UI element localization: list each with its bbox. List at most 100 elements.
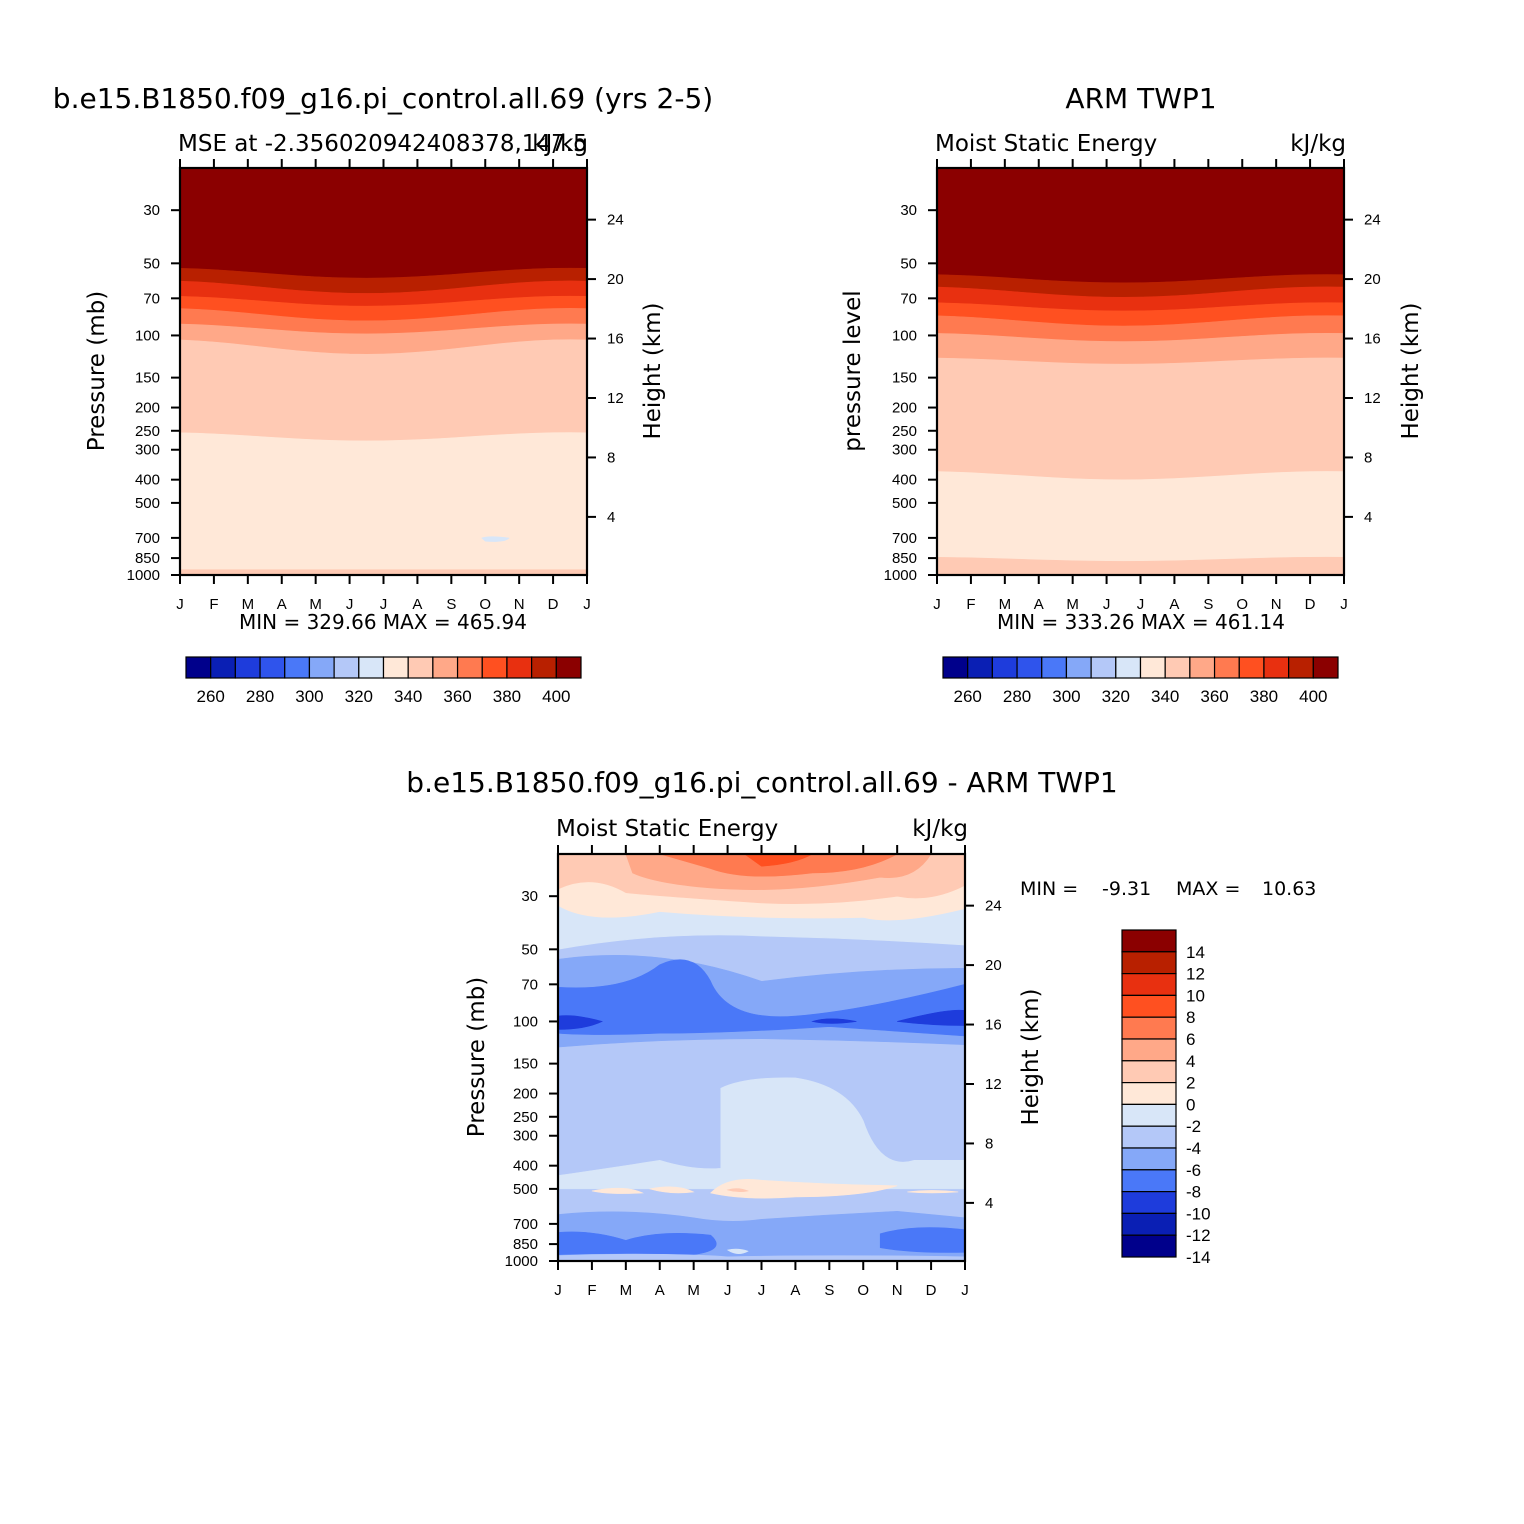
colorbar-box [555, 656, 582, 679]
colorbar-label: 260 [954, 687, 982, 706]
x-tick-label: F [966, 596, 975, 613]
y-right-tick-label: 8 [985, 1135, 993, 1152]
y-tick-label: 300 [135, 442, 160, 459]
x-tick-label: F [587, 1282, 596, 1299]
colorbar-label: -12 [1186, 1226, 1211, 1245]
y-tick-label: 200 [892, 400, 917, 417]
contour-band [179, 339, 588, 442]
x-tick-label: A [655, 1282, 665, 1299]
y-tick-label: 30 [143, 202, 160, 219]
y-axis-right-label: Height (km) [1018, 988, 1044, 1125]
y-axis-label: pressure level [840, 290, 866, 451]
colorbar-label: 8 [1186, 1008, 1195, 1027]
y-tick-label: 30 [521, 888, 538, 905]
panel-title: b.e15.B1850.f09_g16.pi_control.all.69 (y… [53, 82, 713, 115]
y-tick-label: 200 [135, 400, 160, 417]
y-tick-label: 500 [513, 1181, 538, 1198]
y-right-tick-label: 4 [985, 1195, 993, 1212]
colorbar-box [1115, 656, 1142, 679]
y-tick-label: 250 [513, 1109, 538, 1126]
contour-region [811, 1018, 857, 1024]
colorbar-label: 280 [1003, 687, 1031, 706]
colorbar-box [407, 656, 434, 679]
panel-obs: ARM TWP1 Moist Static Energy kJ/kg 30 50 7… [840, 82, 1424, 706]
colorbar-box [259, 656, 286, 679]
y-tick-label: 850 [513, 1236, 538, 1253]
colorbar-box [1139, 656, 1166, 679]
colorbar-label: 4 [1186, 1052, 1195, 1071]
y-tick-label: 50 [521, 941, 538, 958]
colorbar-label: -8 [1186, 1183, 1201, 1202]
contour-region [557, 1077, 966, 1190]
panel-model: b.e15.B1850.f09_g16.pi_control.all.69 (y… [53, 82, 713, 706]
colorbar-label: 340 [1151, 687, 1179, 706]
colorbar-box [481, 656, 508, 679]
y-right-tick-label: 12 [607, 390, 624, 407]
colorbar-label: 2 [1186, 1074, 1195, 1093]
y-right-tick-label: 16 [607, 331, 624, 348]
min-max-text: MIN = 329.66 MAX = 465.94 [239, 610, 527, 634]
x-tick-label: M [242, 596, 255, 613]
colorbar-label: -6 [1186, 1161, 1201, 1180]
x-tick-label: J [1340, 596, 1348, 613]
panel-title: b.e15.B1850.f09_g16.pi_control.all.69 - … [406, 766, 1117, 799]
colorbar-box [1121, 1060, 1177, 1084]
units-string: kJ/kg [1290, 131, 1346, 157]
colorbar: 260 280 300 320 340 360 380 400 [185, 656, 582, 706]
colorbar-box [308, 656, 335, 679]
contour-region [726, 1248, 749, 1254]
y-tick-label: 1000 [505, 1253, 538, 1270]
x-tick-label: A [790, 1282, 800, 1299]
colorbar-label: 300 [295, 687, 323, 706]
x-tick-label: O [857, 1282, 869, 1299]
y-tick-label: 100 [892, 327, 917, 344]
y-tick-label: 150 [892, 370, 917, 387]
contour-region [557, 1015, 603, 1030]
colorbar-label: 0 [1186, 1095, 1195, 1114]
colorbar: 260 280 300 320 340 360 380 400 [942, 656, 1339, 706]
y-right-tick-label: 4 [1364, 509, 1372, 526]
y-tick-label: 400 [892, 472, 917, 489]
colorbar-label: 320 [345, 687, 373, 706]
y-tick-label: 30 [900, 202, 917, 219]
contour-band [936, 167, 1345, 284]
contour-band [936, 471, 1345, 562]
colorbar-label: 280 [246, 687, 274, 706]
y-tick-label: 500 [892, 495, 917, 512]
colorbar-label: 14 [1186, 943, 1205, 962]
y-right-tick-label: 24 [985, 898, 1002, 915]
y-tick-label: 400 [135, 472, 160, 489]
colorbar-box [1213, 656, 1240, 679]
min-label: MIN = [1020, 878, 1078, 900]
colorbar-box [1121, 972, 1177, 996]
colorbar-box [1121, 1081, 1177, 1105]
colorbar-label: -14 [1186, 1248, 1211, 1267]
colorbar-box [1164, 656, 1191, 679]
colorbar-box [942, 656, 969, 679]
x-tick-label: D [926, 1282, 937, 1299]
y-tick-label: 700 [513, 1216, 538, 1233]
panel-difference: b.e15.B1850.f09_g16.pi_control.all.69 - … [406, 766, 1316, 1299]
x-tick-label: O [1236, 596, 1248, 613]
x-tick-label: D [1305, 596, 1316, 613]
left-string: Moist Static Energy [556, 816, 778, 842]
colorbar-label: -2 [1186, 1117, 1201, 1136]
min-value: -9.31 [1102, 878, 1151, 900]
y-tick-label: 100 [513, 1013, 538, 1030]
y-tick-label: 700 [892, 530, 917, 547]
x-tick-label: M [309, 596, 322, 613]
colorbar-box [1121, 1038, 1177, 1062]
y-right-tick-label: 20 [1364, 271, 1381, 288]
y-axis-right-label: Height (km) [1398, 302, 1424, 439]
y-right-tick-label: 4 [607, 509, 615, 526]
units-string: kJ/kg [532, 131, 588, 157]
y-right-tick-label: 24 [1364, 212, 1381, 229]
y-right-tick-label: 8 [607, 449, 615, 466]
x-tick-label: J [176, 596, 184, 613]
colorbar-box [333, 656, 360, 679]
x-tick-label: M [1066, 596, 1079, 613]
x-tick-label: A [1169, 596, 1179, 613]
colorbar-label: 320 [1102, 687, 1130, 706]
x-tick-label: N [1271, 596, 1282, 613]
